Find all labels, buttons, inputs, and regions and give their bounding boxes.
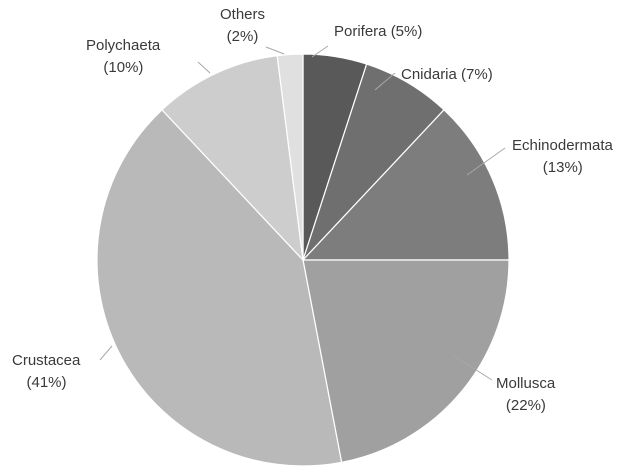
leader-line-echinodermata bbox=[466, 147, 506, 176]
slice-echinodermata bbox=[301, 108, 510, 261]
label-percent-others: (2%) bbox=[227, 28, 259, 45]
label-echinodermata: Echinodermata bbox=[512, 137, 614, 154]
leader-line-porifera bbox=[311, 45, 329, 58]
label-polychaeta: Polychaeta bbox=[86, 37, 161, 54]
leader-line-others bbox=[265, 46, 285, 55]
label-cnidaria: Cnidaria (7%) bbox=[401, 66, 493, 83]
label-percent-crustacea: (41%) bbox=[26, 374, 66, 391]
pie-slices bbox=[96, 53, 510, 467]
slice-others bbox=[276, 53, 304, 261]
label-mollusca: Mollusca bbox=[496, 375, 556, 392]
label-percent-mollusca: (22%) bbox=[506, 397, 546, 414]
leader-line-mollusca bbox=[453, 355, 493, 381]
label-porifera: Porifera (5%) bbox=[334, 23, 422, 40]
leader-line-crustacea bbox=[99, 345, 113, 361]
leader-line-polychaeta bbox=[197, 61, 211, 74]
leader-lines bbox=[99, 45, 506, 381]
slice-mollusca bbox=[302, 259, 510, 464]
slice-crustacea bbox=[96, 108, 343, 467]
leader-line-cnidaria bbox=[374, 72, 396, 91]
label-percent-polychaeta: (10%) bbox=[103, 59, 143, 76]
label-percent-echinodermata: (13%) bbox=[543, 159, 583, 176]
slice-polychaeta bbox=[161, 54, 304, 262]
slice-labels: Porifera (5%) Cnidaria (7%) Echinodermata (… bbox=[12, 6, 614, 414]
label-crustacea: Crustacea bbox=[12, 352, 81, 369]
label-others: Others bbox=[220, 6, 265, 23]
